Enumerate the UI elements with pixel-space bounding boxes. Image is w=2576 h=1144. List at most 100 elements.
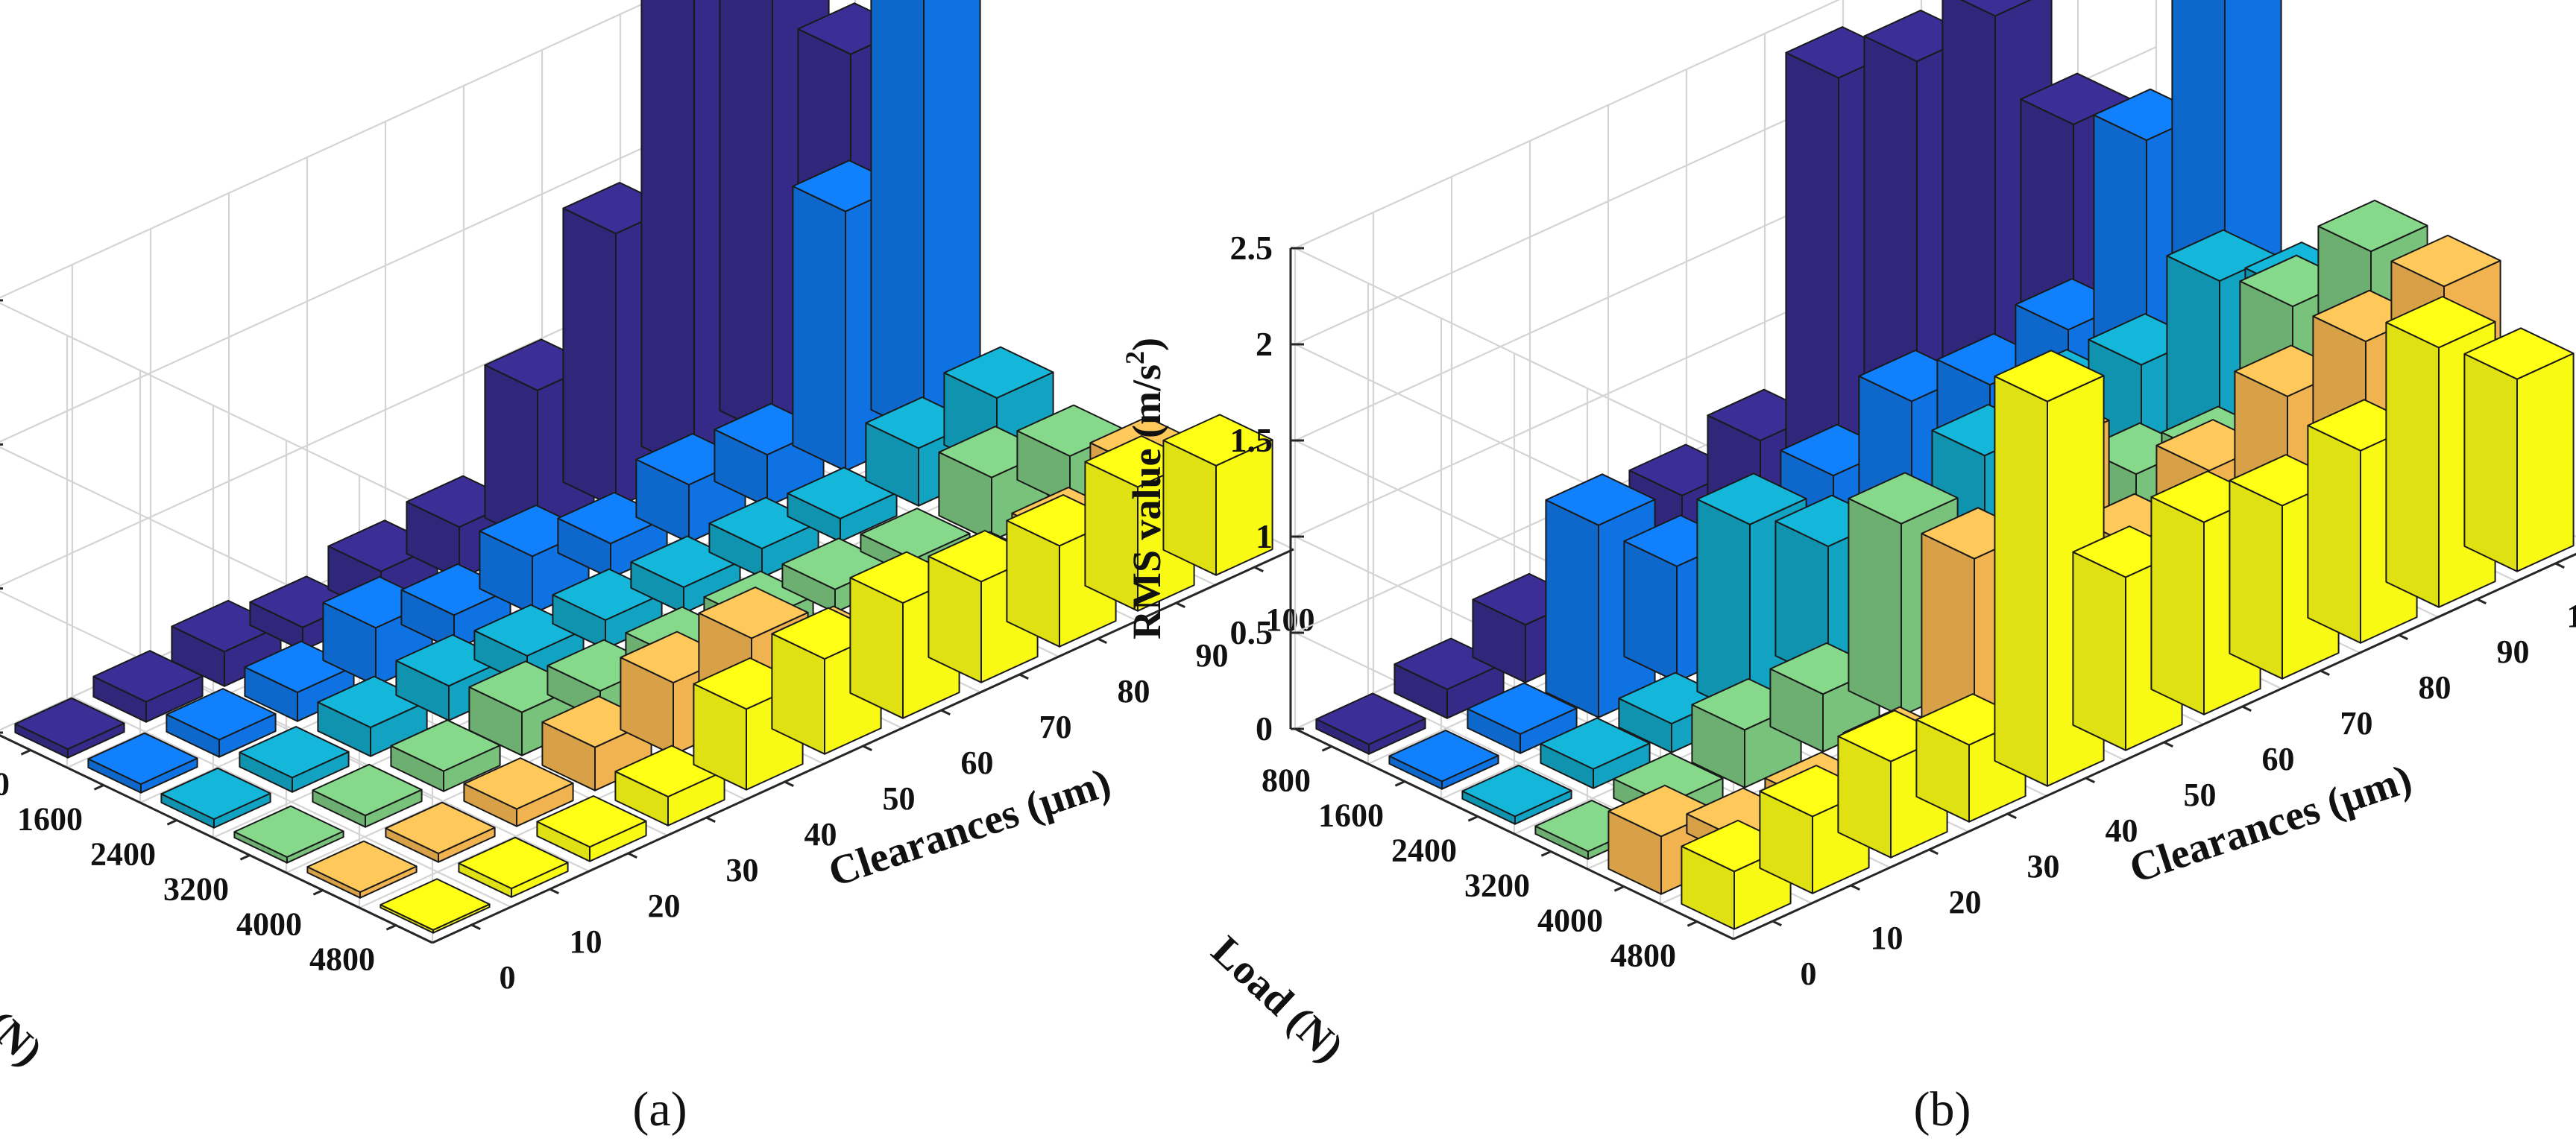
y-tick-label: 800 xyxy=(1262,762,1311,799)
bar-side-face xyxy=(719,0,773,437)
z-grid-line xyxy=(0,0,654,511)
bar-front-face xyxy=(2516,353,2575,572)
x-tick xyxy=(2241,705,2252,712)
x-tick-label: 0 xyxy=(1801,955,1817,992)
bar-top-face xyxy=(160,767,271,821)
bar-side-face xyxy=(2229,479,2283,680)
y-tick-label: 2400 xyxy=(1391,832,1457,869)
bar xyxy=(1540,717,1651,789)
y-tick xyxy=(1467,815,1478,822)
bar-top-face xyxy=(698,587,809,639)
x-tick xyxy=(1928,848,1939,855)
x-tick xyxy=(1018,673,1029,680)
x-tick xyxy=(1097,637,1107,644)
y-axis-title: Load (N) xyxy=(0,931,51,1075)
y-tick-label: 4800 xyxy=(1610,938,1676,974)
bar-side-face xyxy=(2463,353,2518,572)
z-tick-label: 1.5 xyxy=(1230,421,1273,459)
bar-side-face xyxy=(1848,497,1902,717)
x-tick xyxy=(470,923,481,930)
x-tick-label: 30 xyxy=(726,852,759,888)
bar-top-face xyxy=(536,795,647,848)
bar xyxy=(87,732,198,794)
x-tick xyxy=(862,745,872,751)
x-tick xyxy=(2006,812,2017,819)
x-tick-label: 50 xyxy=(2184,777,2217,813)
z-axis-title-superscript: 2 xyxy=(1120,351,1150,364)
bar xyxy=(2463,327,2575,572)
bar xyxy=(536,795,647,862)
bar xyxy=(1388,730,1499,790)
bar xyxy=(458,836,569,898)
x-tick xyxy=(1175,601,1185,608)
z-axis-title: RMS value (m/s2) xyxy=(1120,338,1169,639)
y-tick xyxy=(312,889,324,896)
x-tick xyxy=(1850,884,1860,891)
z-axis-title-main: RMS value (m/s xyxy=(1124,364,1169,639)
x-tick xyxy=(2398,633,2408,640)
y-tick xyxy=(1321,745,1332,752)
z-axis-title-end: ) xyxy=(1124,338,1169,351)
bar-top-face xyxy=(380,878,491,931)
bars xyxy=(1315,0,2575,930)
y-tick-label: 4000 xyxy=(1537,903,1603,939)
bar-top-face xyxy=(1162,414,1273,467)
bar-top-face xyxy=(166,688,277,741)
bar-top-face xyxy=(458,836,569,890)
y-tick-label: 3200 xyxy=(163,871,229,908)
y-tick xyxy=(239,854,251,861)
x-tick xyxy=(2554,562,2565,569)
y-axis-line xyxy=(1294,727,1734,941)
bar-top-face xyxy=(1696,473,1807,525)
x-tick-label: 60 xyxy=(2262,741,2295,777)
x-tick-label: 10 xyxy=(1871,920,1903,956)
bar xyxy=(233,805,344,864)
bar xyxy=(306,840,418,899)
bar-top-face xyxy=(463,757,574,810)
bars xyxy=(14,0,1273,934)
x-tick xyxy=(940,709,951,715)
bar-top-face xyxy=(233,805,344,858)
x-tick xyxy=(2476,598,2487,604)
bar-top-face xyxy=(390,719,501,772)
x-tick-label: 60 xyxy=(961,745,994,781)
bar-side-face xyxy=(2072,551,2126,751)
x-tick-label: 40 xyxy=(804,816,837,853)
x-tick-label: 50 xyxy=(883,780,916,817)
y-tick xyxy=(93,784,104,791)
y-tick xyxy=(1394,780,1405,787)
bar xyxy=(312,763,423,828)
bar-side-face xyxy=(792,185,846,472)
y-tick xyxy=(20,749,31,756)
x-tick-label: 70 xyxy=(2340,705,2373,742)
bar-side-face xyxy=(2307,424,2361,644)
x-tick-label: 90 xyxy=(1196,637,1229,674)
y-tick-label: 1600 xyxy=(1318,797,1384,834)
x-tick-label: 90 xyxy=(2497,633,2530,670)
bar-top-face xyxy=(1848,472,1959,525)
x-tick xyxy=(2320,669,2330,676)
bar xyxy=(14,697,125,759)
x-tick xyxy=(1772,920,1782,926)
bar-top-face xyxy=(1959,0,2032,17)
x-tick xyxy=(2085,777,2095,783)
z-tick-label: 2 xyxy=(1256,325,1273,363)
z-tick-label: 0 xyxy=(1256,710,1273,748)
z-grid-line xyxy=(0,50,856,656)
y-axis-line xyxy=(0,734,433,944)
y-tick-label: 4800 xyxy=(309,941,375,978)
bar-side-face xyxy=(2150,496,2205,715)
bar-top-face xyxy=(2463,327,2575,380)
chart-panel-b: 0102030405060708090100800160024003200400… xyxy=(1120,0,2576,1071)
bar-top-face xyxy=(2390,234,2501,288)
bar xyxy=(166,688,277,758)
y-axis-title: Load (N) xyxy=(1203,927,1352,1071)
bar xyxy=(380,878,491,934)
y-tick-label: 1600 xyxy=(17,801,83,838)
y-tick-label: 2400 xyxy=(90,836,156,873)
x-tick-label: 100 xyxy=(2567,598,2576,634)
bar-top-face xyxy=(92,650,204,703)
bar-top-face xyxy=(385,801,496,855)
